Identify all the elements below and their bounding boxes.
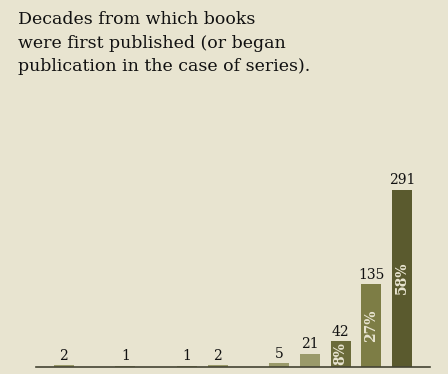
- Text: 291: 291: [389, 173, 415, 187]
- Text: 58%: 58%: [395, 262, 409, 294]
- Bar: [54, 365, 74, 367]
- Text: 2: 2: [213, 349, 222, 363]
- Bar: [269, 364, 289, 367]
- Bar: [300, 354, 320, 367]
- Bar: [362, 285, 381, 367]
- Bar: [392, 190, 412, 367]
- Bar: [207, 365, 228, 367]
- Bar: [177, 366, 197, 367]
- Text: 1: 1: [121, 349, 130, 364]
- Text: 1: 1: [182, 349, 191, 364]
- Text: 135: 135: [358, 268, 384, 282]
- Text: Decades from which books
were first published (or began
publication in the case : Decades from which books were first publ…: [18, 11, 310, 75]
- Bar: [331, 341, 351, 367]
- Text: 8%: 8%: [334, 342, 348, 365]
- Text: 2: 2: [60, 349, 68, 363]
- Text: 21: 21: [301, 337, 319, 351]
- Bar: [115, 366, 135, 367]
- Text: 5: 5: [275, 347, 284, 361]
- Text: 27%: 27%: [364, 309, 379, 342]
- Text: 42: 42: [332, 325, 349, 338]
